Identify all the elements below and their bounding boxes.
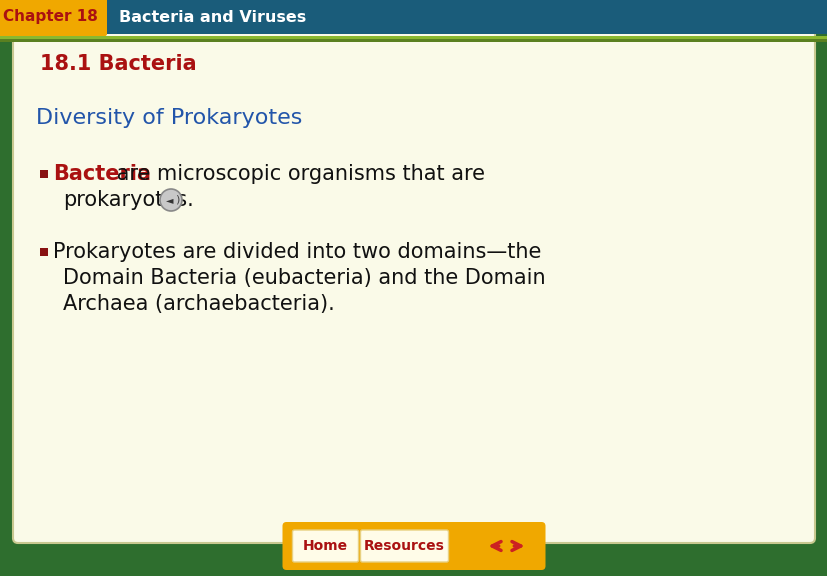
Bar — [0, 0, 10, 34]
Text: Archaea (archaebacteria).: Archaea (archaebacteria). — [63, 294, 334, 314]
Text: are microscopic organisms that are: are microscopic organisms that are — [110, 164, 485, 184]
Bar — [40, 248, 48, 256]
Text: prokaryotes.: prokaryotes. — [63, 190, 194, 210]
Text: Prokaryotes are divided into two domains—the: Prokaryotes are divided into two domains… — [53, 242, 541, 262]
Bar — [0, 39, 827, 42]
Bar — [40, 170, 48, 178]
FancyBboxPatch shape — [360, 530, 448, 562]
Text: Bacteria and Viruses: Bacteria and Viruses — [119, 9, 306, 25]
Text: ): ) — [174, 195, 179, 205]
Text: ◄: ◄ — [166, 195, 174, 205]
FancyBboxPatch shape — [13, 23, 814, 543]
Text: 18.1 Bacteria: 18.1 Bacteria — [40, 54, 196, 74]
Text: Diversity of Prokaryotes: Diversity of Prokaryotes — [36, 108, 302, 128]
FancyBboxPatch shape — [0, 0, 107, 36]
Text: Bacteria: Bacteria — [53, 164, 151, 184]
Text: Resources: Resources — [364, 539, 444, 553]
FancyBboxPatch shape — [282, 522, 545, 570]
Circle shape — [160, 189, 182, 211]
Text: Domain Bacteria (eubacteria) and the Domain: Domain Bacteria (eubacteria) and the Dom… — [63, 268, 545, 288]
FancyBboxPatch shape — [292, 530, 358, 562]
Bar — [0, 0, 827, 34]
Text: Home: Home — [303, 539, 347, 553]
Bar — [0, 36, 827, 39]
Text: Chapter 18: Chapter 18 — [3, 9, 98, 25]
